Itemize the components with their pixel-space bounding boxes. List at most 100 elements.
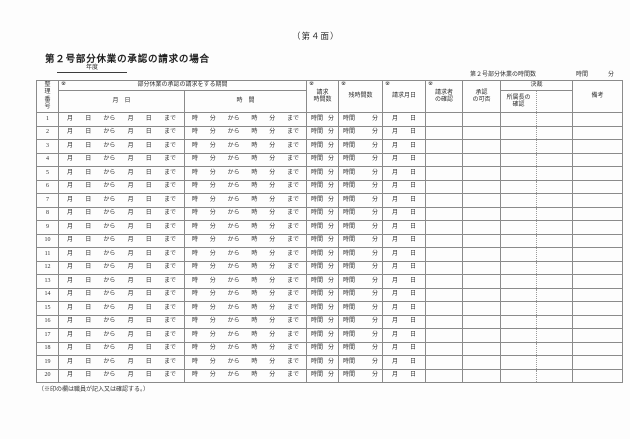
requester-confirm-cell — [425, 206, 464, 221]
period-time-cell: 時 分 から 時 分 まで — [183, 355, 308, 370]
period-time-cell-token: 分 — [209, 223, 216, 230]
period-time-cell-token: まで — [286, 156, 299, 163]
requester-confirm-cell — [425, 125, 464, 140]
request-hours-cell: 時間分 — [306, 166, 340, 181]
seq-cell: 19 — [36, 355, 59, 370]
table-row: 14 月日から月日まで時分から時分まで 時間分時間分月日 — [36, 287, 624, 302]
period-date-cell-token: 日 — [85, 331, 92, 338]
decision-right-cell — [536, 287, 574, 302]
period-time-cell-token: まで — [286, 223, 299, 230]
period-time-cell-token: から — [227, 169, 240, 176]
request-date-cell: 月日 — [382, 179, 427, 194]
decision-left-cell — [500, 368, 538, 383]
request-hours-cell-token: 分 — [328, 183, 335, 190]
period-time-cell-token: から — [227, 331, 240, 338]
period-date-cell-token: 月 — [127, 372, 134, 379]
requester-confirm-cell — [425, 274, 464, 289]
period-time-cell-token: 分 — [269, 169, 276, 176]
period-date-cell-token: 日 — [145, 129, 152, 136]
period-date-cell-token: 日 — [85, 277, 92, 284]
period-time-cell-token: から — [227, 129, 240, 136]
request-date-cell: 月日 — [382, 368, 427, 383]
remaining-hours-cell-token: 分 — [372, 129, 379, 136]
period-date-cell-token: 日 — [85, 345, 92, 352]
seq-cell: 18 — [36, 341, 59, 356]
approval-cell — [462, 125, 502, 140]
employee-mark-icon: ※ — [309, 81, 315, 88]
period-time-cell-token: 分 — [269, 156, 276, 163]
period-time-cell: 時 分 から 時 分 まで — [183, 287, 308, 302]
remaining-hours-cell-token: 分 — [372, 345, 379, 352]
period-time-cell-token: 時 — [251, 169, 258, 176]
approval-cell — [462, 112, 502, 127]
period-date-cell-token: 日 — [145, 304, 152, 311]
request-hours-cell-token: 分 — [328, 345, 335, 352]
period-date-cell-token: まで — [163, 264, 176, 271]
period-date-cell-token: 月 — [127, 304, 134, 311]
request-hours-cell-token: 分 — [328, 250, 335, 257]
remaining-hours-cell-token: 時間 — [343, 142, 356, 149]
period-date-cell: 月 日 から 月 日 まで — [58, 247, 185, 262]
period-date-cell-token: 月 — [67, 331, 74, 338]
period-time-cell-token: から — [227, 156, 240, 163]
seq-cell: 3 — [36, 139, 59, 154]
period-date-cell-token: から — [103, 331, 116, 338]
period-time-cell-token: 時 — [192, 196, 199, 203]
period-time-cell-token: 時 — [251, 331, 258, 338]
period-time-cell: 時 分 から 時 分 まで — [183, 368, 308, 383]
period-date-cell-token: 日 — [85, 304, 92, 311]
period-date-cell: 月 日 から 月 日 まで — [58, 314, 185, 329]
period-time-cell-token: まで — [286, 142, 299, 149]
remaining-hours-cell-token: 時間 — [343, 183, 356, 190]
period-time-cell: 時 分 から 時 分 まで — [183, 247, 308, 262]
decision-left-cell — [500, 220, 538, 235]
request-date-cell: 月日 — [382, 193, 427, 208]
period-time-cell-token: 時 — [251, 183, 258, 190]
request-date-cell-token: 月 — [392, 210, 399, 217]
period-date-subheader: 月 日 — [58, 90, 185, 113]
request-date-cell: 月日 — [382, 220, 427, 235]
remaining-hours-cell: 時間 分 — [338, 220, 384, 235]
seq-cell: 15 — [36, 301, 59, 316]
period-date-cell-token: 月 — [67, 210, 74, 217]
request-date-cell-token: 月 — [392, 223, 399, 230]
request-hours-cell-token: 分 — [328, 237, 335, 244]
request-date-cell-token: 月 — [392, 358, 399, 365]
seq-cell: 9 — [36, 220, 59, 235]
remarks-cell — [572, 368, 624, 383]
request-hours-cell-token: 時間 — [311, 277, 324, 284]
request-hours-cell-token: 分 — [328, 291, 335, 298]
period-time-cell-token: 時 — [192, 129, 199, 136]
period-date-cell: 月 日 から 月 日 まで — [58, 152, 185, 167]
period-time-cell-token: 分 — [209, 277, 216, 284]
remaining-hours-cell: 時間 分 — [338, 193, 384, 208]
period-date-cell-token: 月 — [127, 142, 134, 149]
period-time-cell-token: から — [227, 142, 240, 149]
request-date-cell: 月日 — [382, 112, 427, 127]
period-date-cell-token: 日 — [145, 291, 152, 298]
period-time-cell-token: 分 — [269, 318, 276, 325]
period-time-cell-token: 時 — [192, 331, 199, 338]
request-date-cell: 月日 — [382, 274, 427, 289]
period-date-cell-token: 日 — [85, 169, 92, 176]
total-hours-label: 第２号部分休業の時間数 — [470, 72, 537, 78]
period-time-cell-token: 分 — [269, 210, 276, 217]
period-time-cell-token: 分 — [209, 129, 216, 136]
request-date-cell-token: 月 — [392, 237, 399, 244]
request-hours-cell-token: 時間 — [311, 210, 324, 217]
request-date-cell-token: 日 — [410, 304, 417, 311]
approval-cell — [462, 287, 502, 302]
period-date-cell-token: 月 — [127, 156, 134, 163]
period-date-cell: 月 日 から 月 日 まで — [58, 355, 185, 370]
period-time-cell: 時 分 から 時 分 まで — [183, 193, 308, 208]
period-time-cell-token: 分 — [269, 304, 276, 311]
period-date-cell-token: から — [103, 250, 116, 257]
period-time-cell-token: まで — [286, 318, 299, 325]
decision-left-cell — [500, 139, 538, 154]
period-time-cell: 時 分 から 時 分 まで — [183, 112, 308, 127]
period-date-cell-token: 日 — [145, 264, 152, 271]
table-row: 2 月日から月日まで時分から時分まで 時間分時間分月日 — [36, 125, 624, 140]
remaining-hours-header: ※ 残時間数 — [338, 80, 384, 113]
decision-right-cell — [536, 179, 574, 194]
approval-cell — [462, 152, 502, 167]
